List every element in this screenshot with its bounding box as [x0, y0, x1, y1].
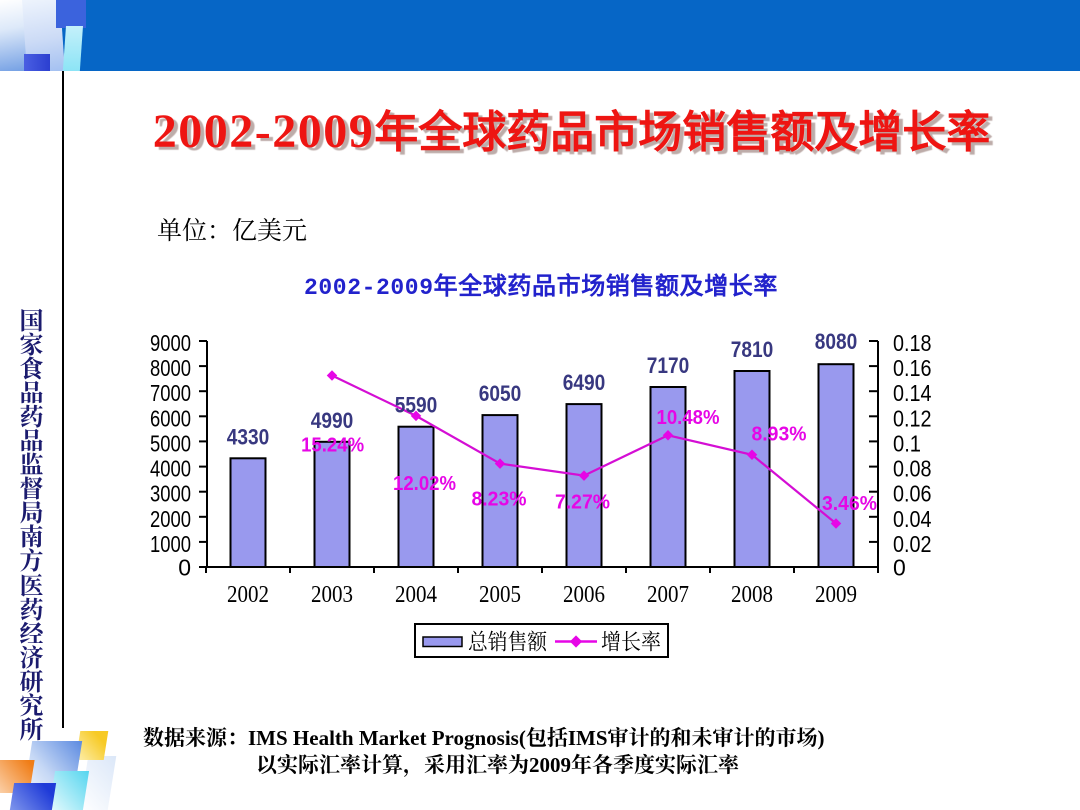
- svg-text:0: 0: [178, 555, 191, 581]
- svg-text:8000: 8000: [150, 355, 191, 381]
- svg-text:6000: 6000: [150, 405, 191, 431]
- svg-text:0.08: 0.08: [893, 456, 932, 482]
- svg-text:9000: 9000: [150, 330, 191, 356]
- svg-text:7810: 7810: [731, 337, 774, 362]
- svg-text:15.24%: 15.24%: [301, 435, 364, 457]
- svg-text:2009: 2009: [815, 582, 857, 608]
- svg-text:0.02: 0.02: [893, 531, 932, 557]
- svg-text:0.1: 0.1: [893, 430, 921, 456]
- svg-text:4000: 4000: [150, 456, 191, 482]
- svg-text:2007: 2007: [647, 582, 689, 608]
- svg-text:0.16: 0.16: [893, 355, 932, 381]
- svg-text:8.23%: 8.23%: [472, 489, 527, 511]
- svg-text:8.93%: 8.93%: [752, 424, 807, 446]
- svg-text:7.27%: 7.27%: [555, 492, 610, 514]
- svg-text:3.46%: 3.46%: [822, 493, 877, 515]
- svg-text:2003: 2003: [311, 582, 353, 608]
- svg-text:2005: 2005: [479, 582, 521, 608]
- svg-text:0.14: 0.14: [893, 380, 932, 406]
- svg-text:6050: 6050: [479, 381, 522, 406]
- svg-text:2002: 2002: [227, 582, 269, 608]
- svg-text:0.06: 0.06: [893, 481, 932, 507]
- svg-text:7000: 7000: [150, 380, 191, 406]
- svg-text:0.18: 0.18: [893, 330, 932, 356]
- svg-text:2008: 2008: [731, 582, 773, 608]
- svg-text:5000: 5000: [150, 430, 191, 456]
- svg-text:0.12: 0.12: [893, 405, 932, 431]
- svg-text:4990: 4990: [311, 408, 354, 433]
- svg-text:8080: 8080: [815, 329, 858, 354]
- svg-text:6490: 6490: [563, 370, 606, 395]
- svg-text:5590: 5590: [395, 393, 438, 418]
- svg-text:0: 0: [893, 555, 906, 581]
- svg-text:0.04: 0.04: [893, 506, 932, 532]
- svg-text:12.02%: 12.02%: [393, 473, 456, 495]
- svg-text:1000: 1000: [150, 531, 191, 557]
- svg-text:10.48%: 10.48%: [657, 407, 720, 429]
- svg-text:7170: 7170: [647, 353, 690, 378]
- svg-text:2006: 2006: [563, 582, 605, 608]
- svg-text:总销售额: 总销售额: [468, 630, 548, 655]
- svg-text:4330: 4330: [227, 424, 270, 449]
- svg-text:2000: 2000: [150, 506, 191, 532]
- svg-text:3000: 3000: [150, 481, 191, 507]
- svg-text:增长率: 增长率: [601, 630, 661, 655]
- svg-text:2004: 2004: [395, 582, 437, 608]
